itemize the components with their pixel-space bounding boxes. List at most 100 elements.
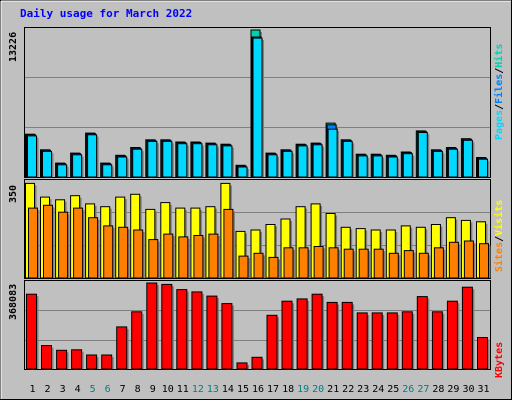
bar-pages-day-14 <box>222 145 233 178</box>
bar-kbytes-day-30 <box>461 286 473 370</box>
bar-sites-day-9 <box>148 239 159 279</box>
day-label-13: 13 <box>207 384 219 395</box>
legend-hits-files-pages: Pages/Files/Hits <box>494 43 505 140</box>
day-label-22: 22 <box>342 384 354 395</box>
bar-sites-day-7 <box>118 226 129 279</box>
bar-sites-day-8 <box>133 229 144 279</box>
bar-sites-day-14 <box>223 208 234 279</box>
bar-kbytes-day-28 <box>431 311 443 370</box>
bar-pages-day-18 <box>282 150 293 178</box>
day-label-6: 6 <box>105 384 111 395</box>
bar-sites-day-25 <box>388 252 399 279</box>
day-label-27: 27 <box>417 384 429 395</box>
bar-sites-day-13 <box>208 233 219 279</box>
bar-kbytes-day-19 <box>296 298 308 370</box>
day-label-9: 9 <box>150 384 156 395</box>
bar-kbytes-day-24 <box>371 312 383 370</box>
day-label-28: 28 <box>432 384 444 395</box>
day-label-17: 17 <box>267 384 279 395</box>
bar-kbytes-day-31 <box>477 337 488 370</box>
bar-sites-day-11 <box>178 236 189 279</box>
bar-kbytes-day-12 <box>191 291 203 370</box>
day-label-18: 18 <box>282 384 294 395</box>
bar-pages-day-4 <box>72 154 83 178</box>
bar-sites-day-19 <box>298 247 309 279</box>
bar-pages-day-21 <box>327 128 338 178</box>
day-label-11: 11 <box>177 384 189 395</box>
bar-pages-day-3 <box>57 164 68 178</box>
bar-sites-day-4 <box>73 207 84 279</box>
bar-pages-day-20 <box>312 144 323 178</box>
bar-kbytes-day-13 <box>206 295 218 370</box>
bar-kbytes-day-8 <box>131 311 143 370</box>
bar-sites-day-29 <box>448 241 459 279</box>
bar-pages-day-24 <box>372 155 383 178</box>
bar-kbytes-day-2 <box>41 345 52 370</box>
bar-kbytes-day-11 <box>176 289 188 370</box>
bar-kbytes-day-10 <box>161 283 173 370</box>
bar-pages-day-31 <box>478 158 488 178</box>
bar-sites-day-31 <box>479 243 489 279</box>
bar-pages-day-2 <box>42 150 52 178</box>
day-label-24: 24 <box>372 384 384 395</box>
chart-title: Daily usage for March 2022 <box>20 7 193 20</box>
bar-pages-day-11 <box>177 143 188 178</box>
day-label-4: 4 <box>75 384 81 395</box>
bar-pages-day-17 <box>267 154 278 178</box>
day-label-7: 7 <box>120 384 126 395</box>
bar-pages-day-5 <box>87 134 98 178</box>
bar-pages-day-29 <box>447 148 458 178</box>
bar-pages-day-23 <box>357 155 368 178</box>
bar-sites-day-17 <box>268 256 279 279</box>
bar-kbytes-day-22 <box>341 301 353 370</box>
bar-sites-day-5 <box>88 217 99 279</box>
day-label-5: 5 <box>90 384 96 395</box>
bar-kbytes-day-25 <box>386 312 398 370</box>
bar-pages-day-28 <box>432 150 443 178</box>
day-label-30: 30 <box>462 384 474 395</box>
legend-pages: Pages <box>494 109 505 140</box>
day-label-23: 23 <box>357 384 369 395</box>
bar-pages-day-27 <box>417 132 428 178</box>
bar-kbytes-day-14 <box>221 303 233 370</box>
bar-sites-day-23 <box>358 248 369 279</box>
bar-pages-day-6 <box>102 164 113 178</box>
day-label-8: 8 <box>135 384 141 395</box>
bar-kbytes-day-18 <box>281 300 293 370</box>
day-label-1: 1 <box>29 384 35 395</box>
day-label-25: 25 <box>387 384 399 395</box>
y-max-label-sites: 350 <box>8 184 19 203</box>
bar-kbytes-day-16 <box>251 356 263 370</box>
bar-sites-day-26 <box>403 250 414 279</box>
bar-kbytes-day-26 <box>401 311 413 370</box>
day-label-19: 19 <box>297 384 309 395</box>
day-label-26: 26 <box>402 384 414 395</box>
bar-kbytes-day-17 <box>266 314 278 370</box>
bar-sites-day-21 <box>328 247 339 279</box>
day-label-14: 14 <box>222 384 234 395</box>
day-label-21: 21 <box>327 384 339 395</box>
bar-pages-day-26 <box>402 153 413 178</box>
bar-kbytes-day-21 <box>326 301 338 370</box>
legend-sites: Sites <box>494 241 505 272</box>
bar-sites-day-12 <box>193 235 204 279</box>
bar-sites-day-2 <box>43 204 53 279</box>
bar-kbytes-day-6 <box>101 354 113 370</box>
bar-kbytes-day-4 <box>71 349 83 370</box>
legend-visits: Visits <box>494 199 505 236</box>
bar-pages-day-25 <box>387 156 398 178</box>
bar-pages-day-8 <box>132 148 143 178</box>
bar-sites-day-1 <box>28 207 38 279</box>
bar-pages-day-1 <box>27 135 37 178</box>
bar-kbytes-day-23 <box>356 312 368 370</box>
legend-kbytes: KBytes <box>494 341 505 378</box>
legend-hits: Hits <box>494 43 505 68</box>
bar-kbytes-day-27 <box>416 296 428 370</box>
bar-sites-day-18 <box>283 247 294 279</box>
day-label-20: 20 <box>312 384 324 395</box>
bar-sites-day-10 <box>163 233 174 279</box>
bar-sites-day-20 <box>313 246 324 279</box>
day-label-31: 31 <box>477 384 489 395</box>
bar-sites-day-24 <box>373 248 384 279</box>
day-label-10: 10 <box>162 384 174 395</box>
